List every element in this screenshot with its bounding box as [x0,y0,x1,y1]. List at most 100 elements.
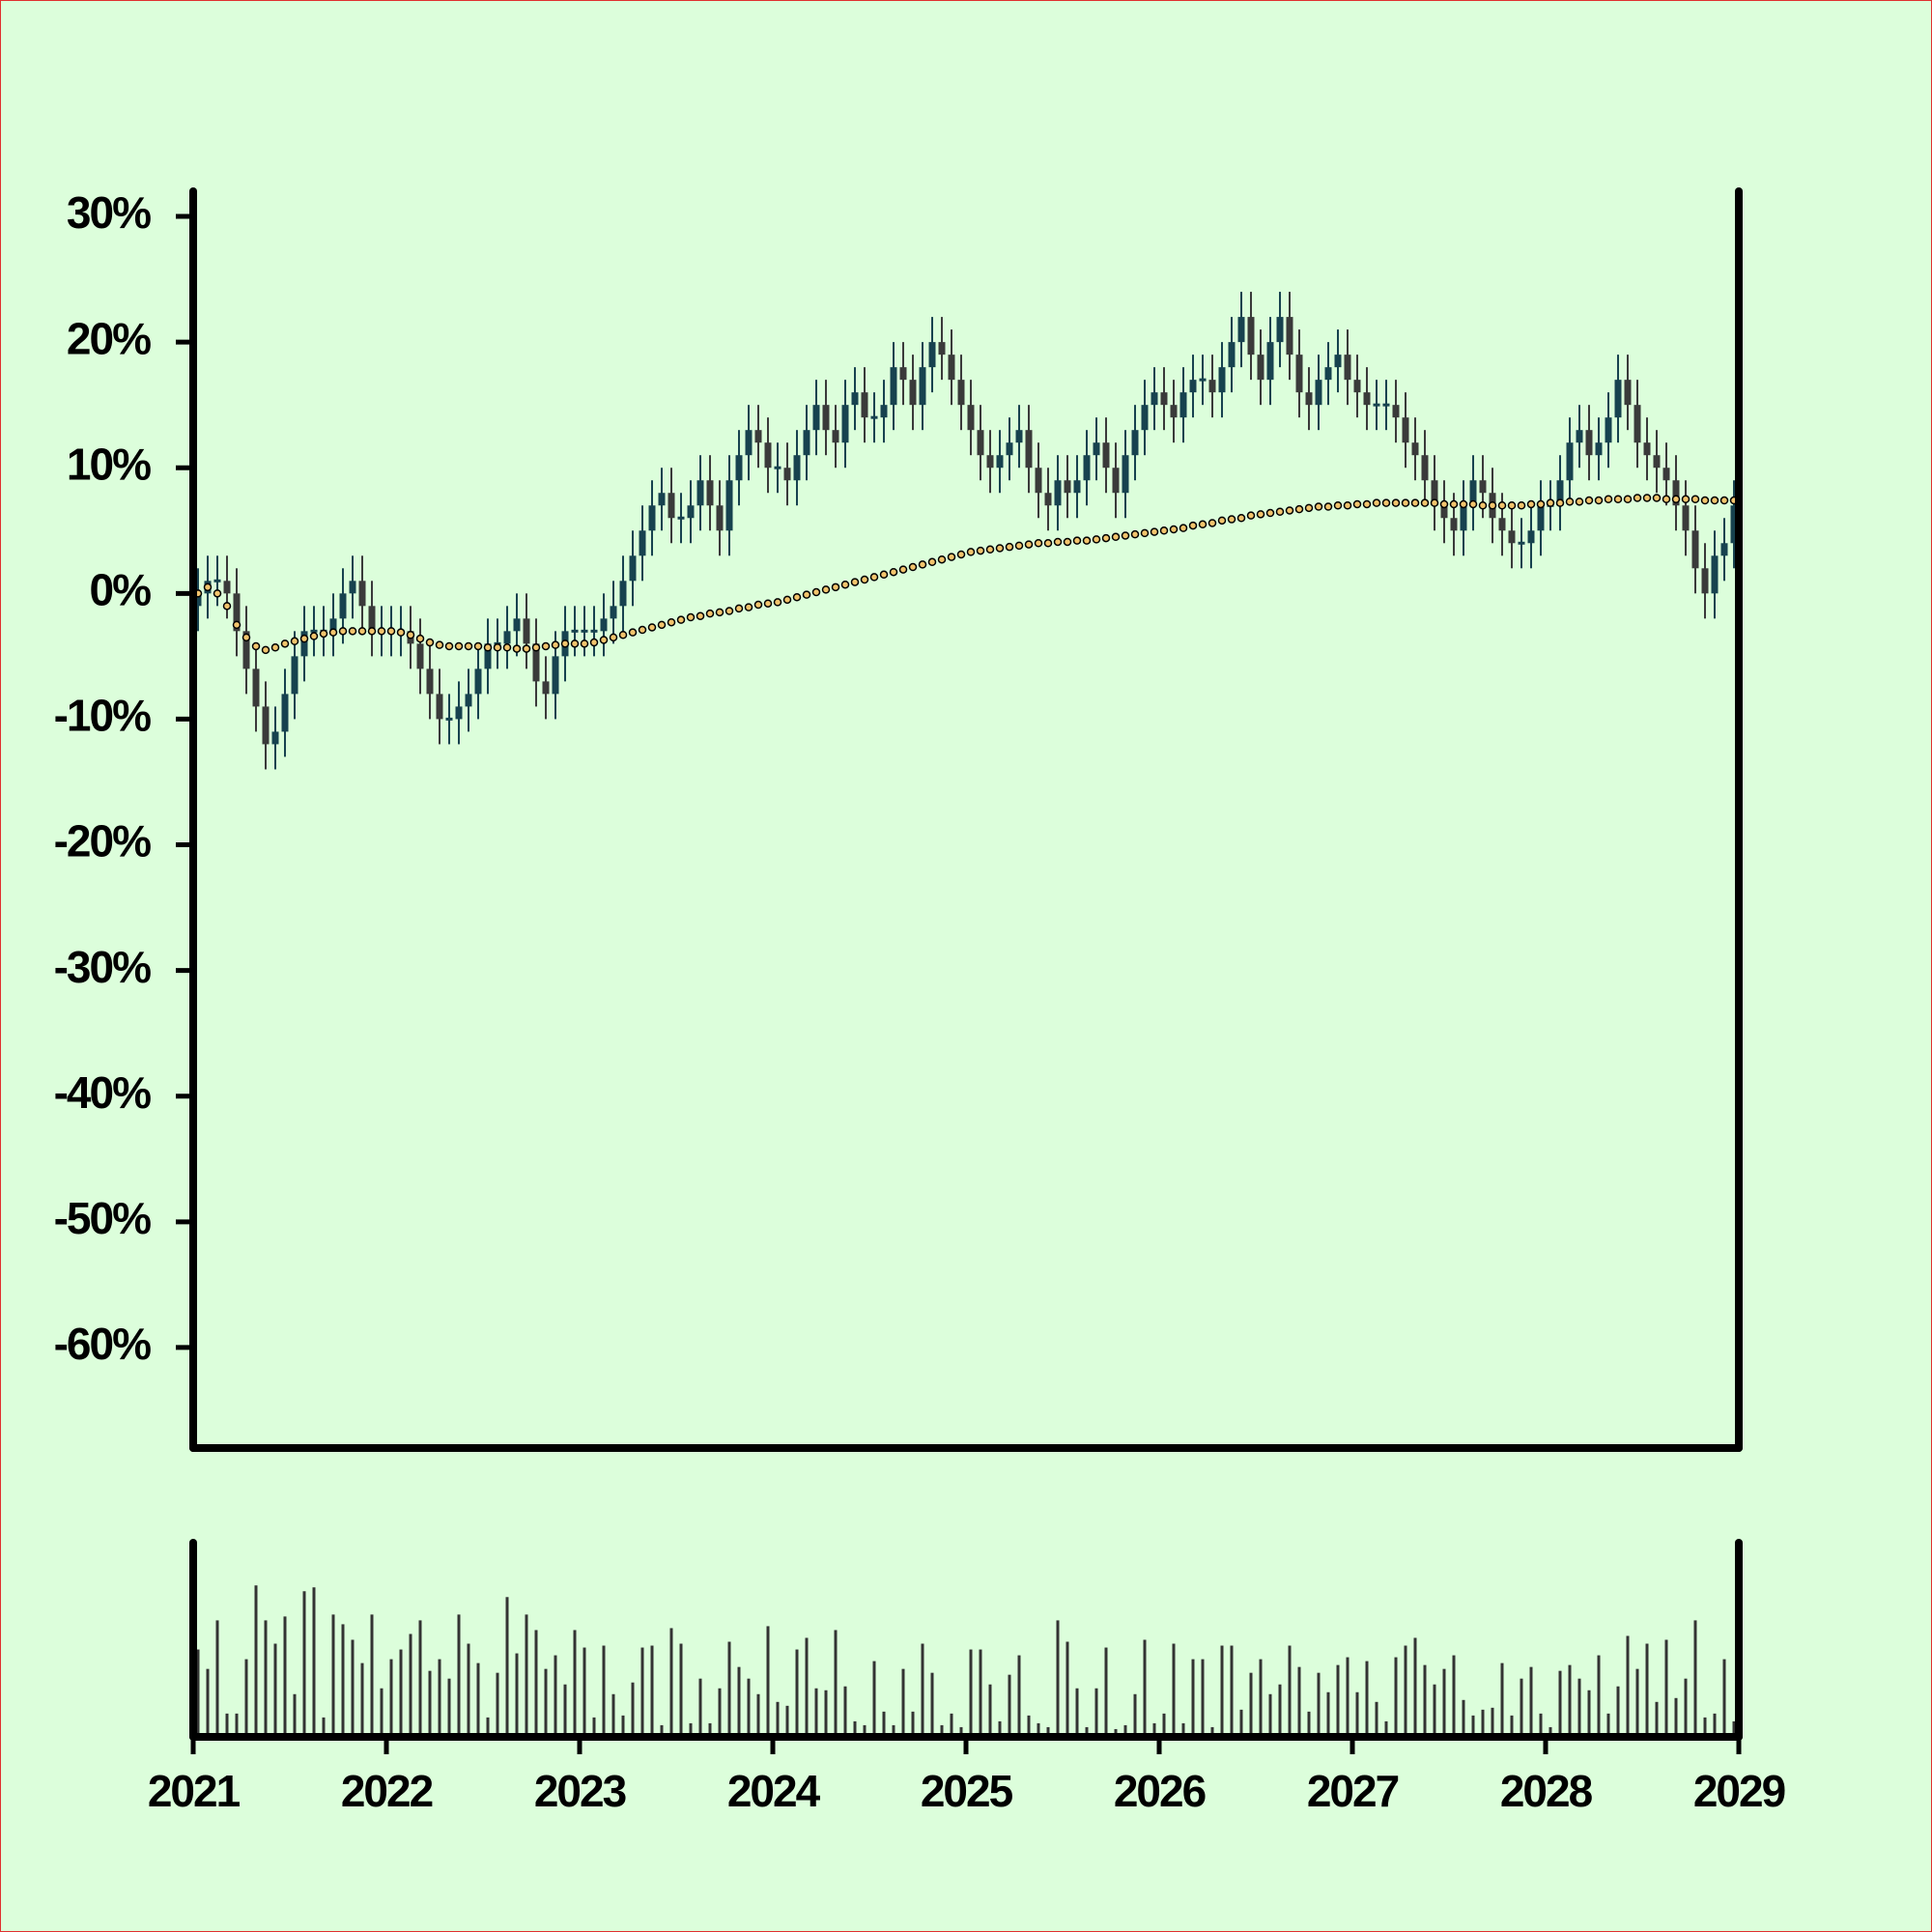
y-tick-label: 10% [67,439,151,489]
moving-average-point [251,641,261,651]
volume-bar [863,1724,867,1737]
candle-body [706,480,714,506]
candle-body [648,505,656,531]
volume-bar [302,1591,306,1737]
moving-average-point [802,590,811,599]
volume-bar [1674,1697,1678,1737]
volume-bar [1606,1713,1610,1737]
moving-average-point [1690,495,1700,503]
moving-average-point [1246,511,1256,520]
moving-average-point [1555,498,1565,507]
volume-bar [418,1620,422,1737]
volume-bar [1346,1657,1350,1737]
candle-body [1605,417,1612,443]
moving-average-point [927,557,937,567]
candle-body [1035,468,1042,494]
moving-average-point [1439,499,1449,509]
moving-average-point [1343,501,1352,510]
candle-body [1392,405,1400,418]
candle-body [735,455,743,481]
candle-body [271,731,279,745]
candle-body [639,530,646,556]
candle-body [1431,480,1438,506]
moving-average-point [976,546,985,555]
volume-bar [1278,1684,1282,1737]
moving-average-point [1507,501,1517,510]
candle-body [465,694,472,707]
moving-average-point [1082,536,1092,545]
moving-average-point [1449,499,1459,509]
moving-average-point [840,580,850,589]
candle-body [861,392,868,418]
candle-body [619,581,627,607]
moving-average-point [1459,499,1468,509]
candle-body [909,380,917,406]
moving-average-point [396,628,406,637]
moving-average-point [280,639,290,648]
moving-average-point [1121,531,1130,540]
candle-body [1421,455,1429,481]
moving-average-point [1584,496,1594,505]
moving-average-point [715,608,724,617]
moving-average-point [1236,514,1246,523]
x-tick-label: 2021 [148,1766,241,1816]
moving-average-point [1372,498,1381,507]
moving-average-point [860,575,869,584]
candle-body [793,455,801,481]
volume-bar [1452,1655,1456,1737]
candle-body [1324,367,1332,381]
volume-bar [950,1713,953,1737]
candle-body [300,631,308,657]
moving-average-point [1478,501,1488,510]
candle-body [233,593,241,632]
y-tick-label: -20% [54,816,151,867]
candle-body [870,415,878,419]
volume-bar [1056,1620,1060,1737]
moving-average-point [628,628,638,637]
moving-average-point [638,625,647,635]
candle-body [1402,417,1409,443]
volume-bar [1336,1664,1340,1737]
candle-body [1556,480,1564,506]
candle-body [1305,392,1313,406]
moving-average-point [1265,508,1275,518]
candle-body [223,581,231,594]
moving-average-point [889,567,898,577]
volume-bar [727,1641,731,1737]
volume-bar [1568,1664,1572,1737]
volume-bar [843,1686,847,1737]
moving-average-point [1275,507,1285,517]
volume-bar [1123,1724,1127,1737]
moving-average-point [1652,494,1662,502]
candle-body [1006,442,1013,456]
candle-body [349,581,356,594]
y-tick-label: -40% [54,1067,151,1118]
candle-body [1672,480,1680,506]
volume-bar [640,1647,644,1737]
volume-bar [235,1713,239,1737]
candle-body [194,593,202,607]
volume-bar [650,1645,654,1737]
volume-bar [1133,1693,1137,1737]
candle-body [1112,468,1120,494]
candle-body [281,694,289,732]
moving-average-point [454,641,464,651]
candle-body [764,442,772,469]
candle-body [687,505,695,519]
moving-average-point [1179,524,1188,532]
volume-bar [737,1666,741,1737]
moving-average-point [1362,499,1372,509]
volume-bar [1220,1645,1224,1737]
moving-average-point [1662,495,1671,503]
candle-body [1015,430,1023,443]
volume-bar [872,1661,876,1737]
moving-average-point [1043,539,1053,548]
moving-average-point [483,643,493,652]
moving-average-point [493,643,502,652]
volume-bar [467,1643,470,1737]
moving-average-point [1140,528,1150,538]
candle-body [291,656,298,695]
volume-bar [1529,1666,1533,1737]
moving-average-point [377,627,386,636]
